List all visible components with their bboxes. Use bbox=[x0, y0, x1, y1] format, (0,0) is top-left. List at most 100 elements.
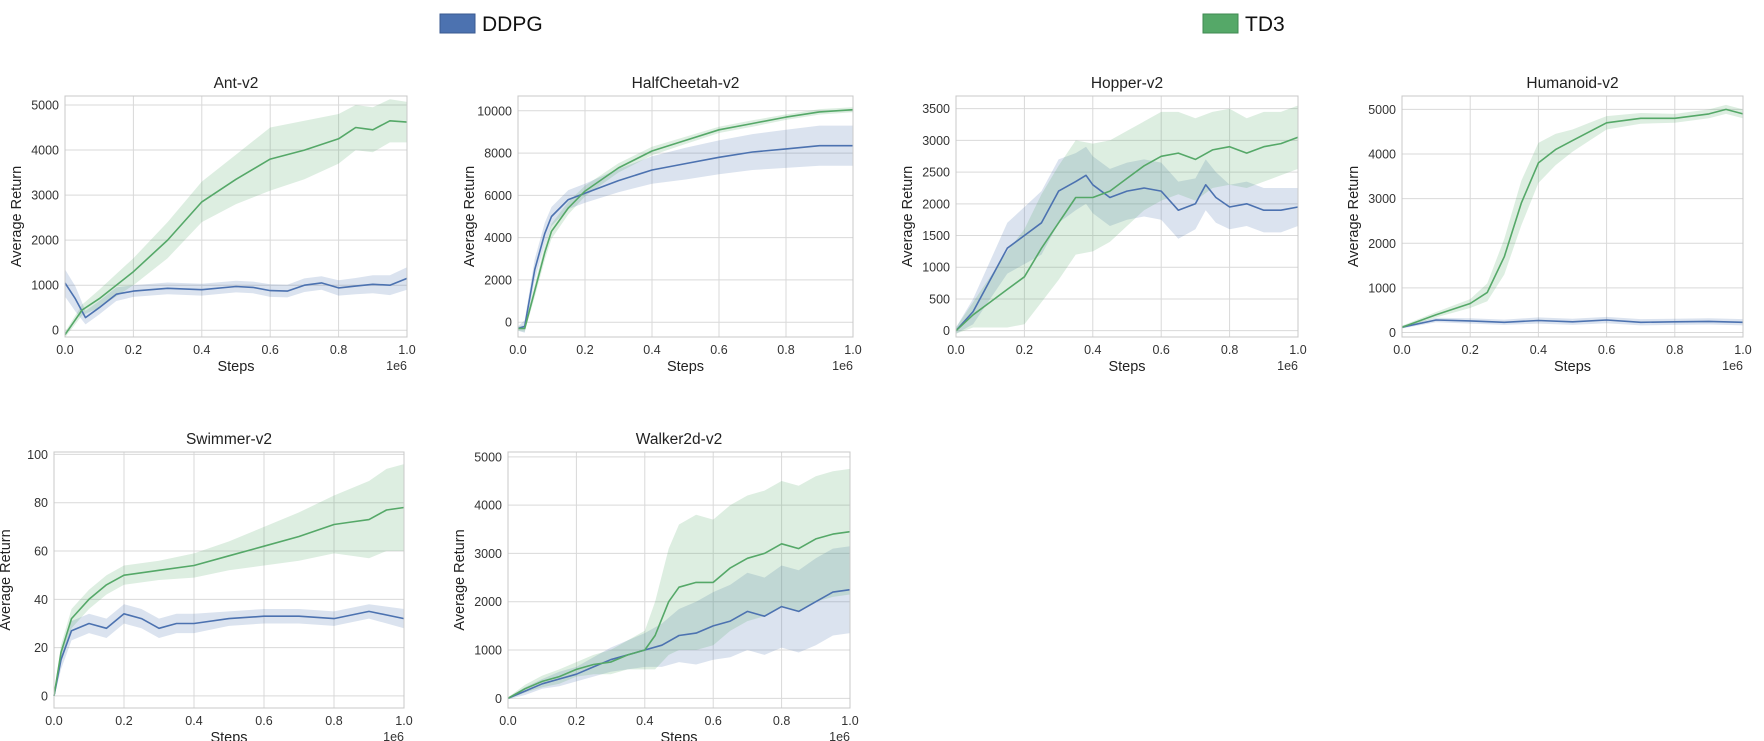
legend-swatch-ddpg bbox=[439, 13, 476, 34]
y-tick-label: 5000 bbox=[474, 450, 502, 464]
y-tick-label: 500 bbox=[929, 292, 950, 306]
y-axis-label: Average Return bbox=[462, 166, 478, 267]
x-tick-label: 0.0 bbox=[45, 714, 62, 728]
x-axis-label: Steps bbox=[1554, 359, 1591, 375]
y-tick-label: 3000 bbox=[922, 134, 950, 148]
subplot-title: Swimmer-v2 bbox=[186, 431, 272, 448]
axes-frame bbox=[53, 451, 405, 709]
x-axis-label: Steps bbox=[217, 359, 254, 375]
axes-frame bbox=[64, 95, 408, 338]
x-tick-label: 0.0 bbox=[1393, 343, 1410, 357]
line-td3 bbox=[53, 506, 405, 697]
band-ddpg bbox=[65, 267, 407, 325]
y-tick-label: 100 bbox=[27, 448, 48, 462]
x-tick-label: 0.2 bbox=[115, 714, 132, 728]
x-tick-label: 0.6 bbox=[1153, 343, 1170, 357]
line-td3 bbox=[64, 120, 408, 336]
subplot-swimmer-v2: 0.0 0.2 0.4 0.6 0.8 1.0 0 20 40 60 80 100 1e6 Swimmer… bbox=[0, 431, 413, 741]
y-tick-label: 10000 bbox=[477, 104, 512, 118]
plot-area bbox=[1402, 96, 1743, 337]
x-tick-label: 1.0 bbox=[844, 343, 861, 357]
x-tick-label: 0.2 bbox=[1462, 343, 1479, 357]
subplot-halfcheetah-v2: 0.0 0.2 0.4 0.6 0.8 1.0 0 2000 4000 6000 8000 10000… bbox=[462, 75, 862, 375]
y-tick-label: 4000 bbox=[1368, 148, 1396, 162]
line-ddpg bbox=[64, 277, 408, 319]
x-tick-label: 0.0 bbox=[499, 714, 516, 728]
line-ddpg bbox=[955, 174, 1299, 332]
y-tick-label: 3000 bbox=[1368, 192, 1396, 206]
y-tick-label: 0 bbox=[505, 316, 512, 330]
line-td3 bbox=[1401, 108, 1744, 328]
subplot-title: Hopper-v2 bbox=[1091, 75, 1163, 92]
line-ddpg bbox=[507, 588, 851, 700]
x-tick-label: 0.8 bbox=[325, 714, 342, 728]
subplot-title: Walker2d-v2 bbox=[636, 431, 722, 448]
y-tick-label: 2000 bbox=[1368, 237, 1396, 251]
plot-area bbox=[54, 452, 404, 708]
y-tick-label: 1000 bbox=[1368, 281, 1396, 295]
x-tick-label: 0.6 bbox=[705, 714, 722, 728]
y-tick-label: 4000 bbox=[31, 144, 59, 158]
y-tick-label: 1000 bbox=[31, 279, 59, 293]
band-td3 bbox=[1402, 104, 1743, 329]
x-offset-label: 1e6 bbox=[1277, 359, 1298, 373]
axes-frame bbox=[507, 451, 851, 709]
line-td3 bbox=[955, 136, 1299, 332]
x-tick-label: 1.0 bbox=[1289, 343, 1306, 357]
x-axis-label: Steps bbox=[667, 359, 704, 375]
line-td3 bbox=[507, 530, 851, 699]
y-axis-label: Average Return bbox=[9, 166, 25, 267]
line-ddpg bbox=[1401, 319, 1744, 328]
x-tick-label: 0.6 bbox=[262, 343, 279, 357]
x-tick-label: 1.0 bbox=[395, 714, 412, 728]
x-tick-label: 0.6 bbox=[255, 714, 272, 728]
band-ddpg bbox=[518, 125, 853, 333]
legend-item-ddpg: DDPG bbox=[439, 13, 543, 36]
x-tick-label: 0.6 bbox=[1598, 343, 1615, 357]
x-axis-label: Steps bbox=[210, 730, 247, 741]
y-tick-label: 8000 bbox=[484, 147, 512, 161]
y-tick-label: 0 bbox=[495, 692, 502, 706]
y-tick-label: 40 bbox=[34, 593, 48, 607]
subplot-title: HalfCheetah-v2 bbox=[632, 75, 740, 92]
plot-area bbox=[956, 96, 1298, 337]
band-ddpg bbox=[508, 546, 850, 700]
y-tick-label: 3000 bbox=[31, 189, 59, 203]
x-offset-label: 1e6 bbox=[386, 359, 407, 373]
y-axis-label: Average Return bbox=[900, 166, 916, 267]
x-tick-label: 0.2 bbox=[576, 343, 593, 357]
axes-frame bbox=[955, 95, 1299, 338]
axes-frame bbox=[517, 95, 854, 338]
x-tick-label: 1.0 bbox=[1734, 343, 1751, 357]
y-tick-label: 4000 bbox=[474, 499, 502, 513]
x-tick-label: 0.8 bbox=[1221, 343, 1238, 357]
x-tick-label: 0.8 bbox=[330, 343, 347, 357]
subplot-walker2d-v2: 0.0 0.2 0.4 0.6 0.8 1.0 0 1000 2000 3000 4000 5000 1… bbox=[452, 431, 859, 741]
subplot-humanoid-v2: 0.0 0.2 0.4 0.6 0.8 1.0 0 1000 2000 3000 4000 5000 1… bbox=[1346, 75, 1752, 375]
y-tick-label: 5000 bbox=[31, 99, 59, 113]
legend-label-td3: TD3 bbox=[1245, 13, 1285, 36]
y-tick-label: 0 bbox=[1389, 326, 1396, 340]
y-tick-label: 60 bbox=[34, 545, 48, 559]
y-tick-label: 3000 bbox=[474, 547, 502, 561]
x-tick-label: 0.8 bbox=[773, 714, 790, 728]
y-tick-label: 6000 bbox=[484, 189, 512, 203]
x-offset-label: 1e6 bbox=[1722, 359, 1743, 373]
y-tick-label: 20 bbox=[34, 641, 48, 655]
band-ddpg bbox=[54, 604, 404, 699]
x-tick-label: 0.8 bbox=[1666, 343, 1683, 357]
subplot-title: Humanoid-v2 bbox=[1526, 75, 1618, 92]
subplot-hopper-v2: 0.0 0.2 0.4 0.6 0.8 1.0 0 500 1000 1500 2000 2500 30… bbox=[900, 75, 1307, 375]
band-td3 bbox=[956, 105, 1298, 334]
x-tick-label: 0.0 bbox=[56, 343, 73, 357]
legend-swatch-td3 bbox=[1202, 13, 1239, 34]
y-axis-label: Average Return bbox=[1346, 166, 1362, 267]
x-axis-label: Steps bbox=[1108, 359, 1145, 375]
x-offset-label: 1e6 bbox=[383, 730, 404, 741]
x-offset-label: 1e6 bbox=[829, 730, 850, 741]
band-td3 bbox=[65, 99, 407, 338]
y-tick-label: 2000 bbox=[474, 595, 502, 609]
y-tick-label: 0 bbox=[943, 324, 950, 338]
axes-frame bbox=[1401, 95, 1744, 338]
